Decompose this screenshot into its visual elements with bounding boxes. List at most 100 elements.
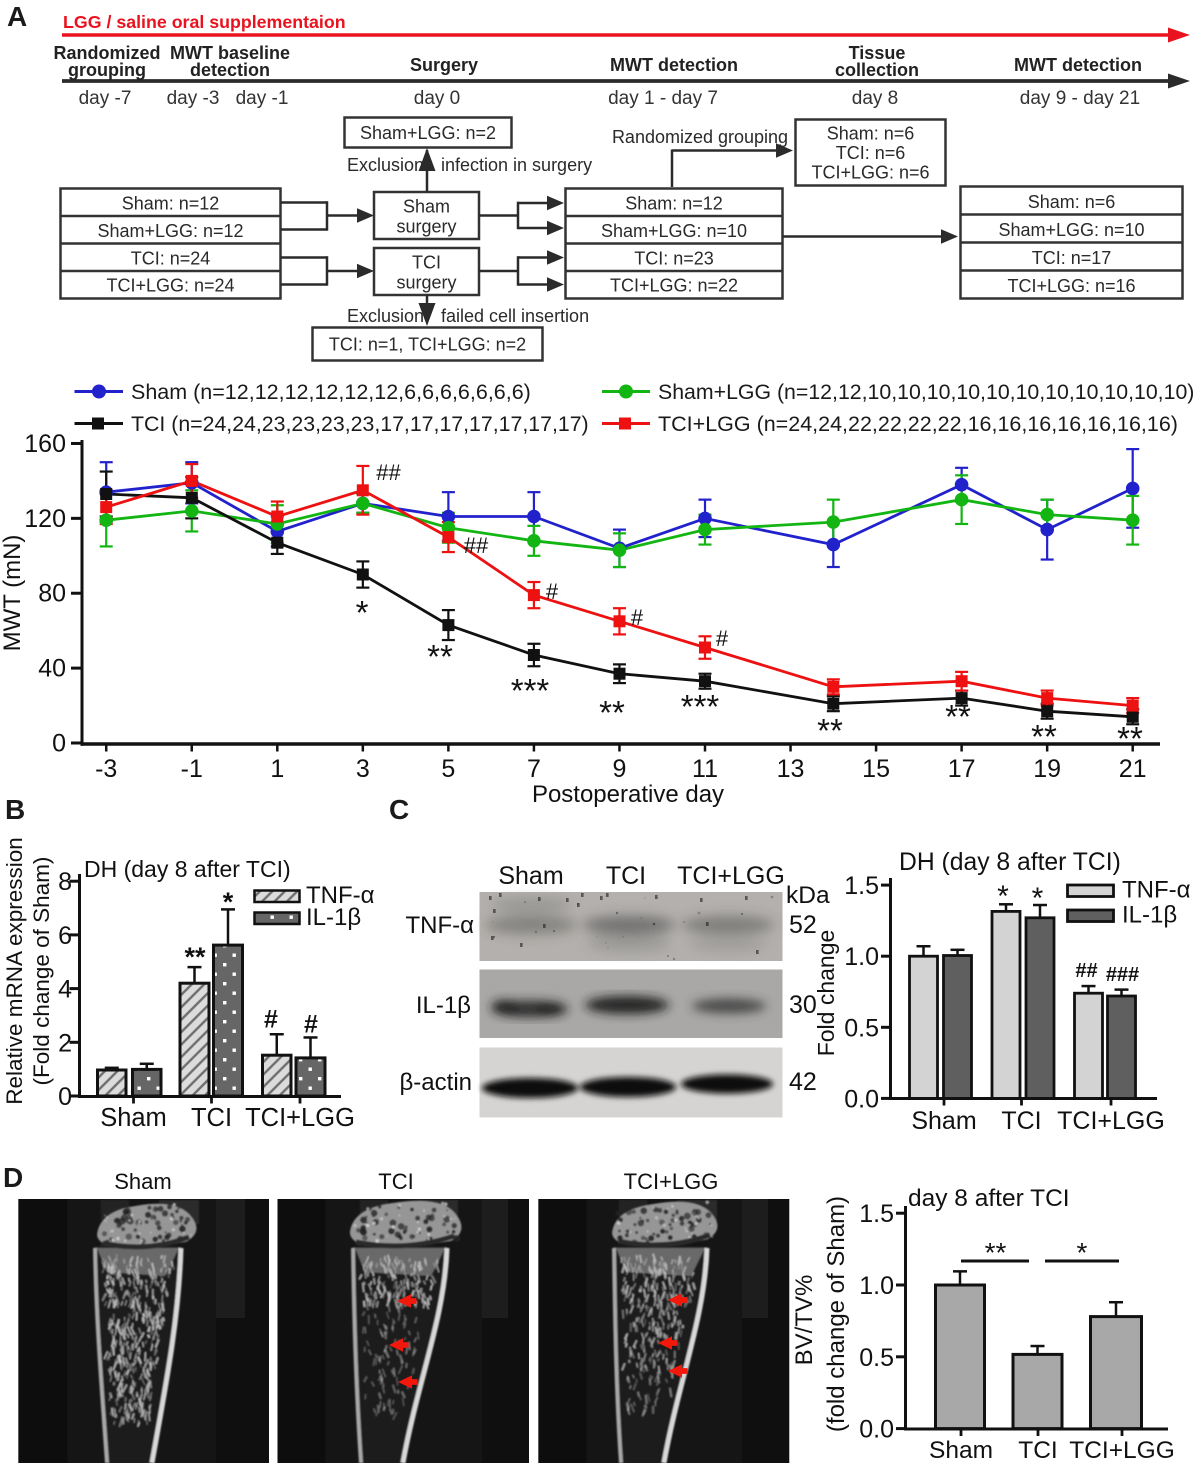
svg-text:DH (day 8 after TCI): DH (day 8 after TCI) (899, 849, 1121, 876)
svg-text:**: ** (1031, 718, 1057, 755)
svg-text:**: ** (184, 942, 206, 972)
svg-text:Surgery: Surgery (410, 55, 478, 75)
svg-text:B: B (5, 794, 25, 825)
svg-text:IL-1β: IL-1β (1122, 902, 1177, 929)
svg-text:MWT (mN): MWT (mN) (0, 535, 26, 652)
svg-text:Exclusion: Exclusion (347, 155, 424, 175)
svg-text:Sham (n=12,12,12,12,12,12,6,6,: Sham (n=12,12,12,12,12,12,6,6,6,6,6,6,6) (131, 380, 531, 404)
svg-text:Fold change: Fold change (813, 930, 839, 1057)
svg-text:**: ** (817, 712, 843, 749)
svg-text:52: 52 (789, 911, 817, 939)
svg-text:1.5: 1.5 (844, 872, 879, 900)
svg-text:TCI+LGG (n=24,24,22,22,22,22,1: TCI+LGG (n=24,24,22,22,22,22,16,16,16,16… (658, 412, 1178, 436)
svg-text:-1: -1 (181, 755, 203, 783)
svg-text:8: 8 (58, 868, 72, 896)
svg-text:MWT baseline: MWT baseline (170, 43, 290, 63)
svg-text:TNF-α: TNF-α (306, 882, 375, 909)
svg-text:7: 7 (527, 755, 541, 783)
svg-text:***: *** (681, 688, 720, 725)
svg-text:0: 0 (58, 1083, 72, 1111)
svg-text:30: 30 (789, 991, 817, 1019)
svg-text:Sham: Sham (100, 1104, 167, 1132)
svg-text:0.0: 0.0 (844, 1085, 879, 1113)
svg-text:15: 15 (862, 755, 890, 783)
svg-text:Sham: n=6: Sham: n=6 (1028, 192, 1116, 212)
svg-text:Randomized grouping: Randomized grouping (612, 127, 788, 147)
svg-text:TCI+LGG: TCI+LGG (677, 862, 785, 890)
svg-text:21: 21 (1119, 755, 1147, 783)
svg-text:(fold change of Sham): (fold change of Sham) (823, 1196, 850, 1432)
svg-text:TCI+LGG: n=22: TCI+LGG: n=22 (610, 276, 738, 296)
svg-text:day 8 after TCI: day 8 after TCI (908, 1185, 1070, 1212)
svg-text:TCI: n=23: TCI: n=23 (634, 249, 714, 269)
svg-text:160: 160 (24, 430, 66, 458)
svg-text:0.5: 0.5 (844, 1014, 879, 1042)
svg-text:TCI+LGG: n=16: TCI+LGG: n=16 (1007, 276, 1135, 296)
svg-text:***: *** (511, 672, 550, 709)
svg-text:Sham: Sham (911, 1107, 976, 1135)
svg-text:0.0: 0.0 (859, 1416, 894, 1444)
svg-text:TCI+LGG: TCI+LGG (1069, 1437, 1175, 1463)
svg-text:Randomized: Randomized (53, 43, 160, 63)
svg-text:Tissue: Tissue (849, 43, 906, 63)
svg-text:A: A (7, 1, 27, 32)
svg-text:MWT detection: MWT detection (1014, 55, 1142, 75)
svg-text:*: * (223, 887, 234, 917)
svg-text:#: # (304, 1011, 318, 1039)
svg-text:DH (day 8 after TCI): DH (day 8 after TCI) (84, 856, 291, 882)
svg-text:*: * (1077, 1237, 1088, 1268)
svg-text:TCI+LGG: TCI+LGG (624, 1169, 719, 1194)
svg-text:**: ** (1117, 720, 1143, 757)
svg-text:###: ### (1106, 964, 1139, 986)
svg-text:6: 6 (58, 922, 72, 950)
svg-text:surgery: surgery (396, 273, 456, 293)
svg-text:detection: detection (190, 60, 270, 80)
svg-text:TCI: TCI (412, 253, 441, 273)
svg-text:TCI+LGG: n=6: TCI+LGG: n=6 (811, 163, 929, 183)
svg-text:0: 0 (52, 730, 66, 758)
svg-text:5: 5 (441, 755, 455, 783)
svg-text:**: ** (599, 694, 625, 731)
svg-text:Sham: n=6: Sham: n=6 (827, 124, 915, 144)
svg-text:Sham: n=12: Sham: n=12 (122, 194, 220, 214)
svg-text:*: * (997, 880, 1009, 913)
svg-text:Postoperative day: Postoperative day (532, 781, 724, 808)
svg-text:40: 40 (38, 655, 66, 683)
svg-text:day -7: day -7 (79, 88, 132, 109)
svg-text:TCI: TCI (1001, 1107, 1041, 1135)
svg-text:day 9 - day 21: day 9 - day 21 (1020, 88, 1140, 109)
svg-text:0.5: 0.5 (859, 1344, 894, 1372)
svg-text:1: 1 (270, 755, 284, 783)
svg-text:9: 9 (613, 755, 627, 783)
svg-text:TCI+LGG: TCI+LGG (1057, 1107, 1165, 1135)
svg-text:1.0: 1.0 (859, 1272, 894, 1300)
svg-text:kDa: kDa (786, 882, 830, 909)
svg-text:TCI: n=6: TCI: n=6 (836, 143, 906, 163)
svg-text:day 1 - day 7: day 1 - day 7 (608, 88, 718, 109)
svg-text:##: ## (464, 533, 489, 558)
svg-text:Sham: Sham (114, 1169, 171, 1194)
svg-text:TCI: n=17: TCI: n=17 (1032, 248, 1112, 268)
svg-text:-3: -3 (95, 755, 117, 783)
svg-text:**: ** (985, 1237, 1007, 1268)
svg-text:Sham+LGG: n=2: Sham+LGG: n=2 (360, 123, 496, 143)
svg-text:17: 17 (948, 755, 976, 783)
svg-text:day -3: day -3 (167, 88, 220, 109)
svg-text:3: 3 (356, 755, 370, 783)
svg-text:day -1: day -1 (236, 88, 289, 109)
svg-text:IL-1β: IL-1β (306, 904, 361, 931)
svg-text:Sham: Sham (929, 1437, 993, 1463)
svg-text:Sham+LGG: n=10: Sham+LGG: n=10 (998, 220, 1144, 240)
svg-text:Sham+LGG (n=12,12,10,10,10,10,: Sham+LGG (n=12,12,10,10,10,10,10,10,10,1… (658, 380, 1194, 404)
svg-text:120: 120 (24, 505, 66, 533)
svg-text:TCI: TCI (191, 1104, 232, 1132)
svg-text:Sham+LGG: n=12: Sham+LGG: n=12 (97, 221, 243, 241)
svg-text:IL-1β: IL-1β (416, 992, 471, 1019)
svg-text:1.0: 1.0 (844, 943, 879, 971)
svg-text:TCI: TCI (378, 1169, 413, 1194)
svg-text:TCI: n=24: TCI: n=24 (131, 249, 211, 269)
svg-text:surgery: surgery (396, 217, 456, 237)
svg-text:Sham+LGG: n=10: Sham+LGG: n=10 (601, 221, 747, 241)
svg-text:TCI+LGG: n=24: TCI+LGG: n=24 (106, 276, 234, 296)
svg-text:#: # (264, 1006, 278, 1034)
